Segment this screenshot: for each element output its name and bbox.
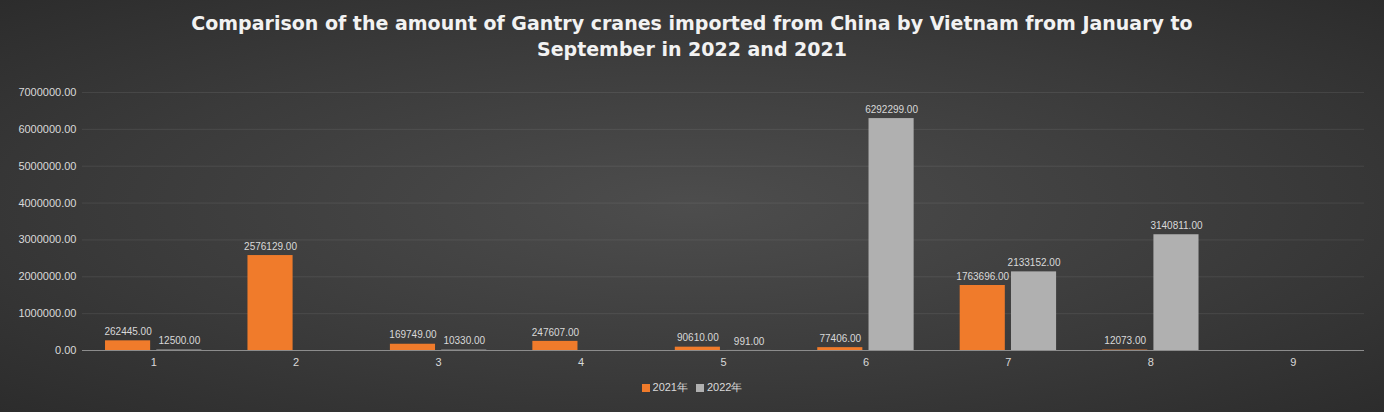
svg-text:6292299.00: 6292299.00 — [865, 104, 918, 115]
svg-text:7000000.00: 7000000.00 — [18, 86, 76, 98]
svg-text:2576129.00: 2576129.00 — [244, 241, 297, 252]
svg-text:1763696.00: 1763696.00 — [956, 271, 1009, 282]
svg-text:3140811.00: 3140811.00 — [1150, 220, 1203, 231]
svg-text:169749.00: 169749.00 — [389, 329, 437, 340]
svg-text:3000000.00: 3000000.00 — [18, 233, 76, 245]
svg-text:1000000.00: 1000000.00 — [18, 307, 76, 319]
svg-text:90610.00: 90610.00 — [677, 332, 719, 343]
html-text:2021年: 2021年 — [652, 381, 688, 393]
svg-text:10330.00: 10330.00 — [443, 335, 485, 346]
html-text:Comparison of the amount of Ga: Comparison of the amount of Gantry crane… — [191, 12, 1193, 60]
svg-text:6: 6 — [863, 356, 869, 368]
svg-text:5000000.00: 5000000.00 — [18, 160, 76, 172]
svg-text:2133152.00: 2133152.00 — [1008, 257, 1061, 268]
svg-text:8: 8 — [1148, 356, 1154, 368]
svg-text:0.00: 0.00 — [55, 344, 76, 356]
svg-text:12500.00: 12500.00 — [159, 335, 201, 346]
svg-text:2: 2 — [293, 356, 299, 368]
html-text:2022年: 2022年 — [707, 381, 743, 393]
svg-text:2000000.00: 2000000.00 — [18, 270, 76, 282]
svg-text:7: 7 — [1005, 356, 1011, 368]
svg-text:4: 4 — [578, 356, 584, 368]
svg-text:77406.00: 77406.00 — [819, 333, 861, 344]
svg-text:247607.00: 247607.00 — [532, 327, 580, 338]
svg-text:4000000.00: 4000000.00 — [18, 197, 76, 209]
svg-text:9: 9 — [1290, 356, 1296, 368]
svg-text:991.00: 991.00 — [734, 336, 765, 347]
svg-text:262445.00: 262445.00 — [104, 326, 152, 337]
svg-text:12073.00: 12073.00 — [1104, 335, 1146, 346]
svg-text:5: 5 — [720, 356, 726, 368]
svg-text:6000000.00: 6000000.00 — [18, 123, 76, 135]
svg-text:3: 3 — [436, 356, 442, 368]
svg-text:1: 1 — [151, 356, 157, 368]
